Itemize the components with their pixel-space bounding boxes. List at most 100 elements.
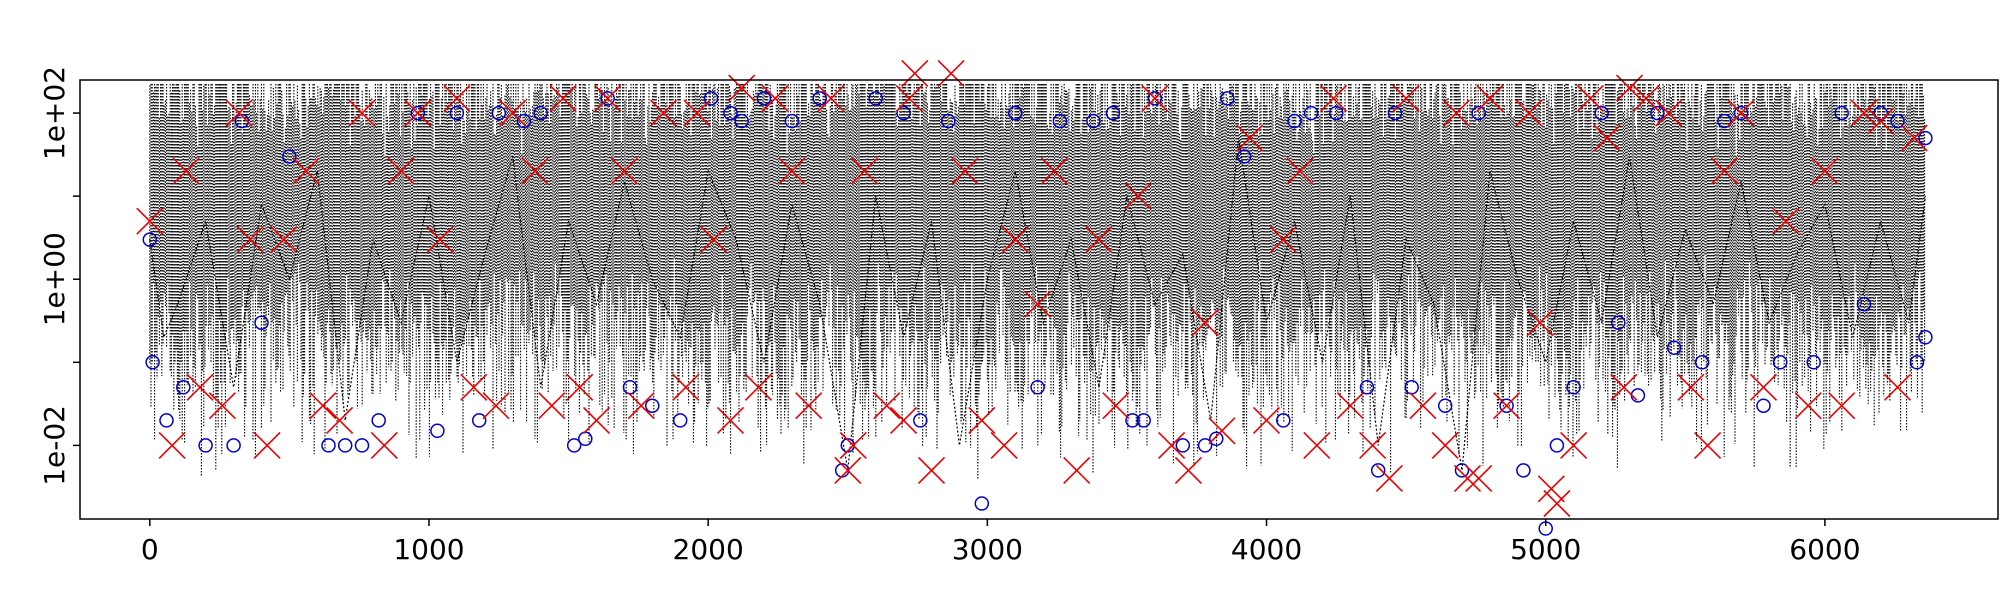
- data-point: [1236, 124, 1264, 152]
- data-point: [1727, 99, 1755, 127]
- data-point: [1811, 157, 1839, 185]
- data-point: [460, 373, 488, 401]
- data-point: [136, 207, 164, 235]
- data-point: [1052, 113, 1068, 129]
- data-point: [645, 398, 660, 413]
- data-point: [1566, 380, 1581, 395]
- data-point: [1136, 413, 1151, 428]
- data-point: [1001, 226, 1029, 254]
- data-point: [1828, 392, 1856, 420]
- data-point: [1650, 105, 1665, 121]
- data-point: [1516, 463, 1531, 478]
- data-point: [937, 59, 965, 87]
- dense-data-layer: [149, 84, 1926, 479]
- data-point: [1442, 99, 1470, 127]
- data-point: [499, 99, 527, 127]
- data-point: [1526, 309, 1554, 337]
- data-point: [703, 91, 719, 106]
- data-point: [1900, 124, 1928, 152]
- data-point: [1286, 157, 1314, 185]
- data-point: [1611, 315, 1626, 330]
- data-point: [516, 113, 532, 129]
- data-point: [254, 315, 269, 330]
- data-point: [176, 380, 191, 395]
- data-point: [482, 392, 510, 420]
- data-point: [1856, 296, 1872, 312]
- data-point: [1359, 431, 1387, 459]
- x-axis: 0 1000 2000 3000 4000 5000 6000: [141, 519, 1861, 566]
- series-0: [149, 138, 1926, 471]
- data-point: [1537, 475, 1565, 503]
- x-tick-label: 3000: [952, 533, 1023, 566]
- data-point: [896, 105, 911, 121]
- data-point: [1209, 431, 1224, 447]
- data-point: [142, 232, 158, 247]
- data-point: [649, 99, 678, 127]
- data-point: [1543, 489, 1571, 518]
- data-point: [1772, 207, 1800, 235]
- series-1: [142, 91, 1933, 536]
- data-point: [1208, 417, 1236, 445]
- data-point: [426, 226, 454, 254]
- data-point: [795, 392, 823, 420]
- data-point: [1772, 355, 1788, 370]
- data-point: [951, 157, 979, 185]
- data-point: [700, 226, 728, 254]
- data-point: [1890, 113, 1905, 129]
- y-tick-label: 1e-02: [38, 405, 71, 486]
- data-point: [1147, 91, 1163, 106]
- data-point: [348, 99, 376, 127]
- data-point: [600, 91, 615, 106]
- data-point: [225, 99, 253, 127]
- data-point: [1867, 107, 1895, 135]
- data-point: [1336, 392, 1364, 420]
- data-point: [850, 157, 879, 185]
- data-point: [868, 91, 883, 106]
- data-point: [292, 157, 320, 185]
- data-point: [756, 91, 772, 106]
- data-point: [1710, 157, 1738, 185]
- series-2: [136, 59, 1928, 518]
- data-point: [1476, 84, 1504, 112]
- data-point: [370, 431, 398, 459]
- data-point: [1174, 456, 1202, 484]
- data-point: [1749, 373, 1778, 401]
- data-point: [1175, 438, 1191, 453]
- data-point: [1409, 392, 1437, 420]
- data-point: [1655, 99, 1683, 127]
- data-point: [1124, 182, 1152, 210]
- data-point: [1594, 105, 1609, 121]
- data-point: [1493, 392, 1521, 420]
- series-line: [149, 138, 1926, 471]
- data-point: [1437, 398, 1453, 413]
- data-point: [521, 157, 549, 185]
- data-point: [895, 84, 923, 112]
- data-point: [761, 84, 789, 112]
- data-point: [784, 113, 800, 129]
- x-tick-label: 0: [141, 533, 159, 566]
- data-point: [734, 113, 749, 129]
- data-point: [1431, 431, 1459, 459]
- data-point: [270, 226, 298, 254]
- data-point: [1918, 130, 1933, 146]
- data-point: [778, 157, 806, 185]
- data-point: [1141, 84, 1169, 112]
- data-point: [1454, 463, 1470, 478]
- x-tick-label: 6000: [1789, 533, 1860, 566]
- data-point: [1515, 99, 1543, 127]
- data-point: [198, 438, 213, 453]
- data-point: [1063, 456, 1091, 484]
- data-point: [1794, 392, 1822, 420]
- data-point: [309, 392, 337, 420]
- data-point: [812, 91, 828, 106]
- data-point: [354, 438, 370, 453]
- data-point: [1252, 406, 1281, 434]
- data-point: [236, 226, 264, 254]
- data-point: [1677, 373, 1705, 401]
- data-point: [282, 149, 297, 164]
- data-point: [817, 84, 845, 112]
- data-point: [321, 438, 336, 453]
- x-tick-label: 2000: [673, 533, 744, 566]
- data-point: [1375, 464, 1403, 492]
- data-point: [1086, 113, 1101, 129]
